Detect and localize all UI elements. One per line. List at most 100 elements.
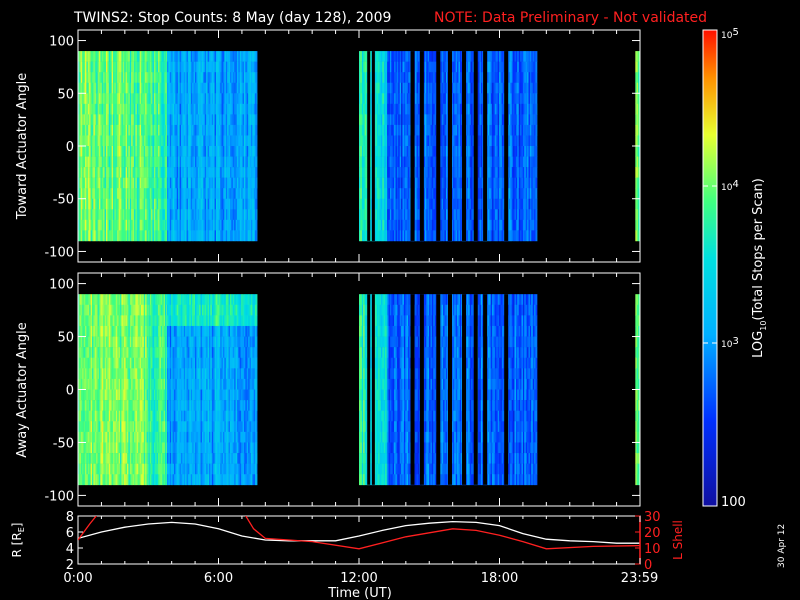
toward-heat-cell — [139, 103, 142, 115]
toward-heat-cell — [172, 93, 175, 105]
toward-heat-cell — [433, 146, 435, 157]
toward-heat-cell — [429, 93, 431, 105]
toward-heat-cell — [215, 156, 218, 168]
toward-heat-cell — [176, 51, 179, 62]
toward-heat-cell — [440, 167, 442, 178]
toward-heat-cell — [208, 72, 211, 84]
toward-heat-cell — [479, 135, 482, 147]
toward-heat-cell — [429, 198, 431, 210]
toward-heat-cell — [190, 188, 193, 200]
toward-heat-cell — [104, 156, 107, 168]
toward-heat-cell — [127, 82, 129, 94]
toward-heat-cell — [492, 219, 494, 231]
toward-heat-cell — [444, 61, 447, 73]
toward-heat-cell — [158, 103, 160, 115]
toward-heat-cell — [162, 146, 164, 157]
toward-heat-cell — [117, 198, 119, 210]
toward-heat-cell — [149, 51, 152, 62]
toward-heat-cell — [535, 209, 538, 221]
toward-heat-cell — [141, 198, 143, 210]
toward-heat-cell — [221, 93, 224, 105]
toward-heat-cell — [83, 156, 86, 168]
toward-heat-cell — [118, 198, 121, 210]
angle-tick-label: 50 — [57, 87, 74, 102]
away-heat-cell — [86, 378, 89, 390]
toward-heat-cell — [256, 135, 258, 147]
toward-heat-cell — [160, 93, 163, 105]
toward-heat-cell — [242, 114, 245, 126]
toward-heat-cell — [241, 198, 243, 210]
toward-heat-cell — [408, 146, 410, 157]
away-heat-cell — [82, 389, 84, 401]
toward-heat-cell — [434, 124, 437, 136]
toward-heat-cell — [256, 146, 258, 157]
toward-heat-cell — [638, 114, 640, 126]
toward-heat-cell — [103, 114, 105, 126]
toward-heat-cell — [225, 198, 228, 210]
toward-heat-cell — [172, 219, 175, 231]
toward-heat-cell — [113, 103, 115, 115]
toward-heat-cell — [494, 124, 497, 136]
toward-heat-cell — [134, 82, 136, 94]
toward-heat-cell — [496, 51, 498, 62]
toward-heat-cell — [492, 93, 494, 105]
toward-heat-cell — [528, 146, 531, 157]
toward-heat-cell — [224, 156, 227, 168]
toward-heat-cell — [135, 114, 138, 126]
toward-heat-cell — [366, 230, 368, 242]
toward-heat-cell — [142, 188, 145, 200]
toward-heat-cell — [511, 51, 514, 62]
toward-heat-cell — [452, 177, 455, 189]
toward-heat-cell — [386, 135, 388, 147]
toward-heat-cell — [197, 93, 200, 105]
toward-heat-cell — [166, 51, 169, 62]
toward-heat-cell — [158, 188, 160, 200]
toward-heat-cell — [218, 198, 221, 210]
toward-heat-cell — [529, 188, 532, 200]
toward-heat-cell — [108, 51, 111, 62]
toward-heat-cell — [231, 146, 234, 157]
toward-heat-cell — [521, 93, 524, 105]
toward-heat-cell — [423, 167, 426, 178]
toward-heat-cell — [142, 103, 145, 115]
toward-heat-cell — [245, 82, 248, 94]
toward-heat-cell — [511, 167, 514, 178]
toward-heat-cell — [253, 51, 256, 62]
toward-heat-cell — [94, 209, 97, 221]
toward-heat-cell — [139, 156, 142, 168]
toward-heat-cell — [360, 198, 363, 210]
toward-heat-cell — [492, 198, 494, 210]
toward-heat-cell — [141, 209, 143, 221]
toward-heat-cell — [430, 135, 433, 147]
toward-heat-cell — [440, 177, 442, 189]
toward-heat-cell — [478, 114, 480, 126]
toward-heat-cell — [82, 103, 84, 115]
toward-heat-cell — [396, 156, 399, 168]
toward-heat-cell — [215, 188, 218, 200]
toward-heat-cell — [203, 209, 206, 221]
toward-heat-cell — [531, 209, 533, 221]
toward-heat-cell — [141, 146, 143, 157]
toward-heat-cell — [528, 135, 531, 147]
toward-heat-cell — [182, 114, 185, 126]
toward-heat-cell — [118, 177, 121, 189]
toward-heat-cell — [200, 124, 203, 136]
toward-heat-cell — [394, 103, 396, 115]
toward-heat-cell — [409, 146, 412, 157]
toward-heat-cell — [79, 230, 82, 242]
toward-heat-cell — [394, 51, 396, 62]
toward-heat-cell — [162, 167, 164, 178]
toward-heat-cell — [441, 51, 444, 62]
toward-heat-cell — [457, 146, 459, 157]
toward-heat-cell — [493, 167, 496, 178]
toward-heat-cell — [235, 93, 238, 105]
toward-heat-cell — [234, 198, 236, 210]
toward-heat-cell — [152, 135, 155, 147]
toward-heat-cell — [207, 209, 210, 221]
toward-heat-cell — [182, 103, 185, 115]
toward-heat-cell — [458, 198, 461, 210]
toward-heat-cell — [231, 51, 234, 62]
toward-heat-cell — [406, 177, 409, 189]
toward-heat-cell — [480, 167, 483, 178]
toward-heat-cell — [117, 188, 119, 200]
